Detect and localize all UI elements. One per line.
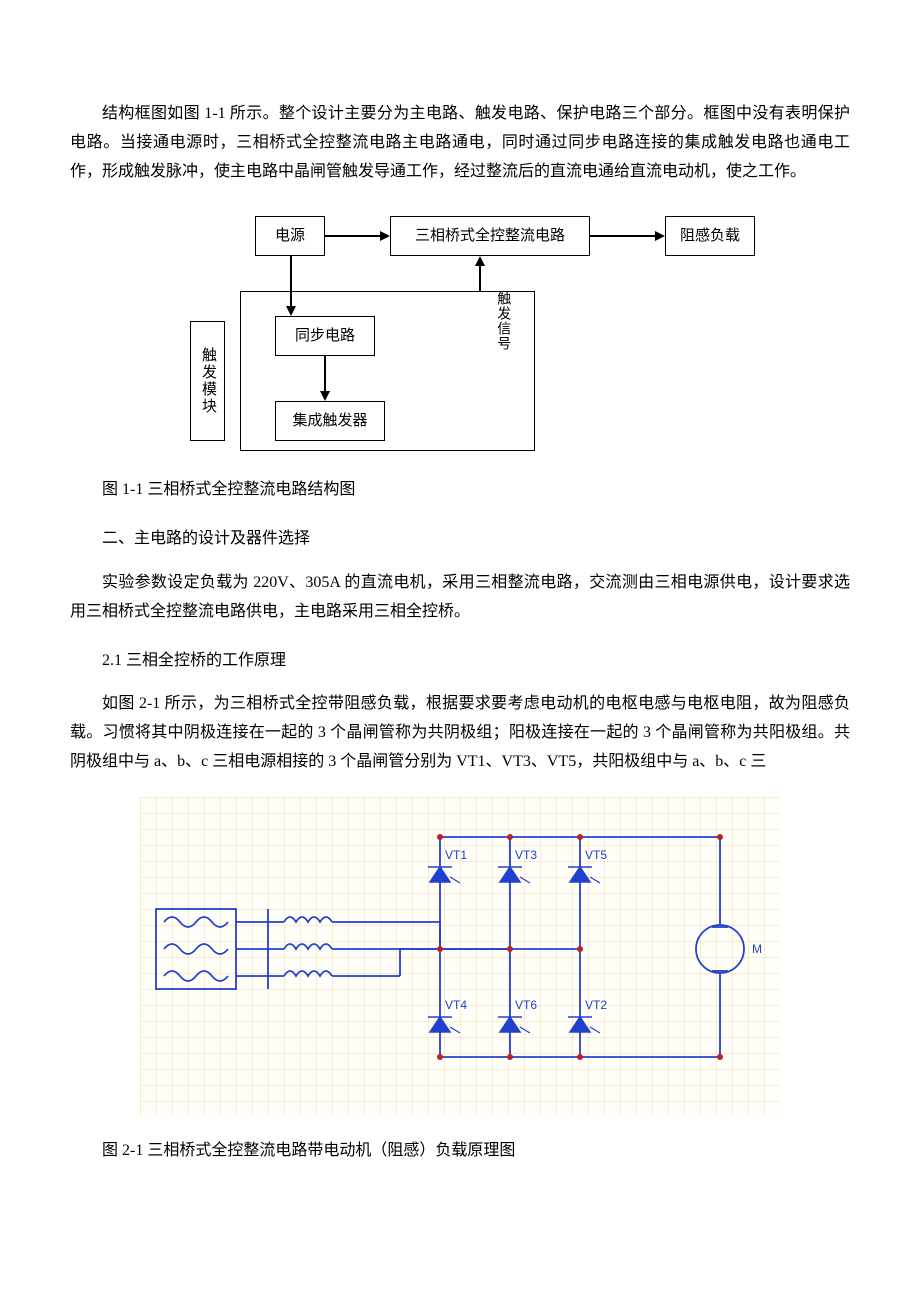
- arrowhead-power-rect: [380, 231, 390, 241]
- box-trigger-module: 触发模块: [190, 321, 225, 441]
- arrow-rect-load: [590, 235, 655, 237]
- label-vt1: VT1: [445, 848, 467, 862]
- section-2-paragraph: 实验参数设定负载为 220V、305A 的直流电机，采用三相整流电路，交流测由三…: [70, 569, 850, 627]
- block-diagram-container: 电源 三相桥式全控整流电路 阻感负载 同步电路 集成触发器 触发模块 触发信号: [70, 216, 850, 446]
- arrow-sync-trigger: [324, 356, 326, 391]
- fig-1-1-caption: 图 1-1 三相桥式全控整流电路结构图: [70, 476, 850, 505]
- label-vt4: VT4: [445, 998, 467, 1012]
- section-2-1-heading: 2.1 三相全控桥的工作原理: [70, 647, 850, 676]
- arrowhead-power-down: [286, 306, 296, 316]
- arrowhead-sync-trigger: [320, 391, 330, 401]
- section-2-1-paragraph: 如图 2-1 所示，为三相桥式全控带阻感负载，根据要求要考虑电动机的电枢电感与电…: [70, 690, 850, 776]
- box-power: 电源: [255, 216, 325, 256]
- intro-paragraph: 结构框图如图 1-1 所示。整个设计主要分为主电路、触发电路、保护电路三个部分。…: [70, 100, 850, 186]
- label-vt2: VT2: [585, 998, 607, 1012]
- label-vt3: VT3: [515, 848, 537, 862]
- arrowhead-signal-up: [475, 256, 485, 266]
- box-power-label: 电源: [275, 223, 305, 250]
- arrowhead-rect-load: [655, 231, 665, 241]
- box-rectifier: 三相桥式全控整流电路: [390, 216, 590, 256]
- circuit-diagram-container: VT1 VT3 VT5 VT4 VT6 VT2 M: [70, 797, 850, 1117]
- arrow-power-down: [290, 256, 292, 306]
- arrow-signal-up: [479, 266, 481, 291]
- box-load: 阻感负载: [665, 216, 755, 256]
- label-vt5: VT5: [585, 848, 607, 862]
- circuit-diagram: VT1 VT3 VT5 VT4 VT6 VT2 M: [140, 797, 780, 1117]
- section-2-heading: 二、主电路的设计及器件选择: [70, 525, 850, 554]
- label-motor: M: [752, 942, 762, 956]
- box-trigger-module-label: 触发模块: [194, 347, 221, 415]
- arrow-power-rect: [325, 235, 380, 237]
- fig-2-1-caption: 图 2-1 三相桥式全控整流电路带电动机（阻感）负载原理图: [70, 1137, 850, 1166]
- block-diagram: 电源 三相桥式全控整流电路 阻感负载 同步电路 集成触发器 触发模块 触发信号: [160, 216, 760, 446]
- label-vt6: VT6: [515, 998, 537, 1012]
- box-load-label: 阻感负载: [680, 223, 740, 250]
- box-rectifier-label: 三相桥式全控整流电路: [415, 223, 565, 250]
- module-border: [240, 291, 535, 451]
